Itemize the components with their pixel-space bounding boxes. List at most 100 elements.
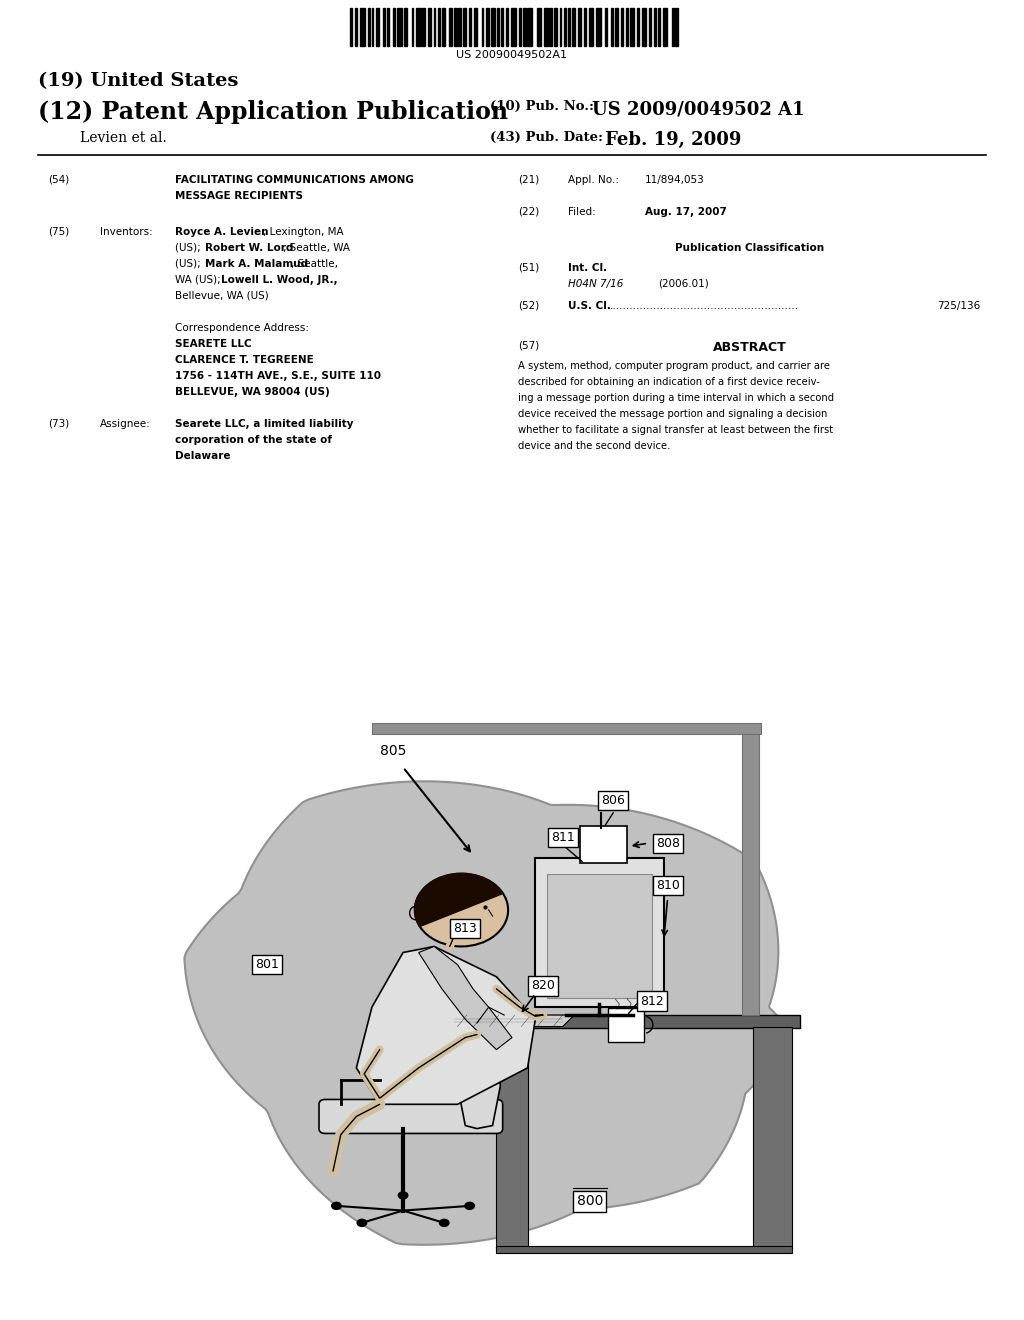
Text: 806: 806: [601, 795, 625, 808]
Text: FACILITATING COMMUNICATIONS AMONG: FACILITATING COMMUNICATIONS AMONG: [175, 176, 414, 185]
Text: ing a message portion during a time interval in which a second: ing a message portion during a time inte…: [518, 393, 835, 403]
Bar: [383, 8, 385, 46]
Bar: [547, 874, 652, 998]
FancyBboxPatch shape: [319, 1100, 503, 1134]
Text: US 20090049502A1: US 20090049502A1: [457, 50, 567, 59]
Text: 805: 805: [380, 744, 407, 758]
Text: U.S. Cl.: U.S. Cl.: [568, 301, 611, 312]
Text: 812: 812: [640, 994, 664, 1007]
Bar: [544, 8, 548, 46]
Bar: [597, 8, 600, 46]
Bar: [605, 8, 607, 46]
Text: Aug. 17, 2007: Aug. 17, 2007: [645, 207, 727, 216]
Text: , Seattle,: , Seattle,: [291, 259, 338, 269]
Text: (54): (54): [48, 176, 70, 185]
Text: H04N 7/16: H04N 7/16: [568, 279, 624, 289]
Text: CLARENCE T. TEGREENE: CLARENCE T. TEGREENE: [175, 355, 313, 366]
Text: A system, method, computer program product, and carrier are: A system, method, computer program produ…: [518, 360, 830, 371]
Bar: [615, 8, 618, 46]
Bar: [630, 8, 634, 46]
Text: Delaware: Delaware: [175, 451, 230, 461]
Bar: [422, 8, 425, 46]
Text: Lowell L. Wood, JR.,: Lowell L. Wood, JR.,: [221, 275, 338, 285]
Bar: [627, 8, 628, 46]
Bar: [433, 8, 435, 46]
Bar: [537, 8, 541, 46]
Bar: [481, 8, 483, 46]
Bar: [741, 723, 759, 1015]
Ellipse shape: [466, 1023, 487, 1045]
Polygon shape: [454, 1015, 574, 1027]
Bar: [455, 8, 457, 46]
Text: 801: 801: [255, 958, 279, 972]
Bar: [376, 8, 379, 46]
Text: (22): (22): [518, 207, 540, 216]
Ellipse shape: [438, 1218, 450, 1228]
Bar: [474, 8, 477, 46]
Bar: [437, 8, 440, 46]
Text: device and the second device.: device and the second device.: [518, 441, 671, 451]
Ellipse shape: [331, 1201, 342, 1210]
Text: (19) United States: (19) United States: [38, 73, 239, 90]
Bar: [355, 8, 357, 46]
Bar: [506, 8, 508, 46]
Text: , Seattle, WA: , Seattle, WA: [283, 243, 350, 253]
Text: (73): (73): [48, 418, 70, 429]
Text: whether to facilitate a signal transfer at least between the first: whether to facilitate a signal transfer …: [518, 425, 834, 436]
Bar: [397, 8, 402, 46]
Text: device received the message portion and signaling a decision: device received the message portion and …: [518, 409, 827, 418]
Bar: [497, 1246, 793, 1253]
Text: Royce A. Levien: Royce A. Levien: [175, 227, 268, 238]
Text: 811: 811: [551, 830, 574, 843]
FancyBboxPatch shape: [580, 826, 627, 863]
Bar: [368, 8, 370, 46]
Bar: [442, 8, 444, 46]
Text: BELLEVUE, WA 98004 (US): BELLEVUE, WA 98004 (US): [175, 387, 330, 397]
Bar: [459, 8, 461, 46]
Text: described for obtaining an indication of a first device receiv-: described for obtaining an indication of…: [518, 378, 820, 387]
Bar: [393, 8, 395, 46]
Bar: [664, 8, 668, 46]
Bar: [360, 8, 366, 46]
Text: Mark A. Malamud: Mark A. Malamud: [205, 259, 308, 269]
Text: Robert W. Lord: Robert W. Lord: [205, 243, 293, 253]
Text: Publication Classification: Publication Classification: [676, 243, 824, 253]
Bar: [657, 8, 659, 46]
Bar: [563, 8, 566, 46]
Bar: [372, 723, 761, 734]
Text: Searete LLC, a limited liability: Searete LLC, a limited liability: [175, 418, 353, 429]
Text: MESSAGE RECIPIENTS: MESSAGE RECIPIENTS: [175, 191, 303, 201]
Bar: [637, 8, 639, 46]
Bar: [501, 8, 503, 46]
Text: (12) Patent Application Publication: (12) Patent Application Publication: [38, 100, 508, 124]
Text: Filed:: Filed:: [568, 207, 596, 216]
Text: Inventors:: Inventors:: [100, 227, 153, 238]
Bar: [649, 8, 651, 46]
Text: Assignee:: Assignee:: [100, 418, 151, 429]
Bar: [572, 8, 574, 46]
Text: 808: 808: [655, 837, 680, 850]
Text: (57): (57): [518, 341, 540, 351]
Bar: [486, 8, 488, 46]
Text: Int. Cl.: Int. Cl.: [568, 263, 607, 273]
Text: US 2009/0049502 A1: US 2009/0049502 A1: [592, 100, 805, 117]
Bar: [497, 8, 500, 46]
Polygon shape: [356, 946, 536, 1105]
Bar: [754, 1027, 793, 1250]
Bar: [511, 8, 516, 46]
Bar: [372, 1015, 800, 1028]
Text: Feb. 19, 2009: Feb. 19, 2009: [605, 131, 741, 149]
Text: WA (US);: WA (US);: [175, 275, 224, 285]
Bar: [497, 1027, 527, 1250]
Text: Levien et al.: Levien et al.: [80, 131, 167, 145]
Bar: [653, 8, 656, 46]
Bar: [412, 8, 414, 46]
PathPatch shape: [184, 781, 791, 1245]
Bar: [387, 8, 388, 46]
Bar: [523, 8, 526, 46]
Bar: [350, 8, 351, 46]
Text: 820: 820: [531, 979, 555, 993]
Text: 725/136: 725/136: [937, 301, 980, 312]
Ellipse shape: [464, 1201, 475, 1210]
Bar: [372, 8, 374, 46]
